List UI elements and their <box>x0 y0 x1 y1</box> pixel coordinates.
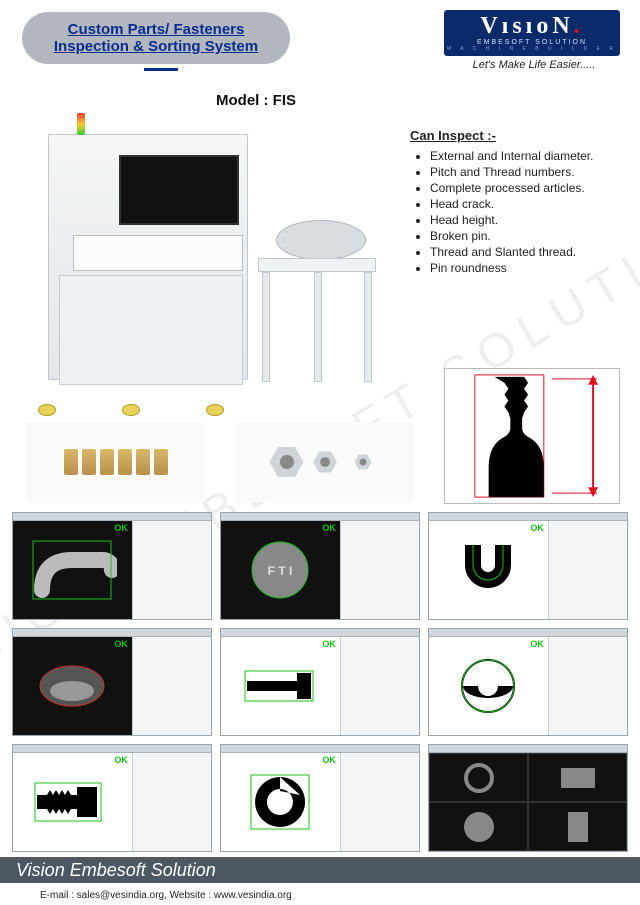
nuts-sample <box>235 422 414 502</box>
screenshot-bolt-profile: OK <box>220 628 420 736</box>
brass-parts-sample <box>26 422 205 502</box>
capability-item: Pin roundness <box>430 261 620 275</box>
machine-stack-light <box>77 113 85 135</box>
capability-item: Complete processed articles. <box>430 181 620 195</box>
screenshot-head-marking: F T I OK <box>220 512 420 620</box>
status-ok: OK <box>114 639 128 649</box>
screw-measurement-diagram <box>444 368 620 504</box>
screenshot-u-shape: OK <box>428 512 628 620</box>
capabilities-heading: Can Inspect :- <box>410 128 620 143</box>
machine-cabinet <box>48 134 248 380</box>
machine-monitor <box>119 155 239 225</box>
machine-illustration <box>28 108 390 410</box>
brand-logo-block: VısıoN. EMBESOFT SOLUTION M A C H I N E … <box>444 10 624 71</box>
capability-item: Thread and Slanted thread. <box>430 245 620 259</box>
status-ok: OK <box>114 523 128 533</box>
table-leg <box>364 272 372 382</box>
screenshot-disc-part: OK <box>220 744 420 852</box>
table-top <box>258 258 376 272</box>
capability-item: External and Internal diameter. <box>430 149 620 163</box>
brand-logo: VısıoN. EMBESOFT SOLUTION M A C H I N E … <box>444 10 620 56</box>
product-title: Custom Parts/ Fasteners Inspection & Sor… <box>22 12 290 64</box>
machine-foot <box>206 404 224 416</box>
brand-logo-dot: . <box>574 13 584 39</box>
capability-item: Head height. <box>430 213 620 227</box>
status-ok: OK <box>530 639 544 649</box>
screenshot-ring-part: OK <box>428 628 628 736</box>
machine-foot <box>38 404 56 416</box>
brand-tagline: Let's Make Life Easier..... <box>444 59 624 71</box>
table-leg <box>262 272 270 382</box>
software-screenshot-grid: OK F T I OK OK OK OK OK OK OK <box>12 512 628 852</box>
status-ok: OK <box>322 523 336 533</box>
capability-item: Pitch and Thread numbers. <box>430 165 620 179</box>
model-label: Model : FIS <box>216 92 296 109</box>
machine-foot <box>122 404 140 416</box>
vibratory-bowl <box>276 220 366 260</box>
capabilities-list: Can Inspect :- External and Internal dia… <box>410 128 620 277</box>
screenshot-oval-part: OK <box>12 628 212 736</box>
brand-logo-word: VısıoN <box>480 13 573 39</box>
feeder-table <box>258 258 376 388</box>
title-underline <box>144 68 178 71</box>
machine-lower-cabinet <box>59 275 243 385</box>
screenshot-thread-profile: OK <box>12 744 212 852</box>
capability-item: Broken pin. <box>430 229 620 243</box>
status-ok: OK <box>530 523 544 533</box>
status-ok: OK <box>322 755 336 765</box>
status-ok: OK <box>114 755 128 765</box>
machine-keyboard-tray <box>73 235 243 271</box>
footer-company-name: Vision Embesoft Solution <box>16 860 216 881</box>
brand-logo-main: VısıoN. <box>480 14 583 38</box>
screw-svg <box>445 369 619 503</box>
svg-text:F T I: F T I <box>268 564 293 578</box>
sample-parts-row <box>26 420 414 504</box>
capability-item: Head crack. <box>430 197 620 211</box>
screenshot-bent-pipe: OK <box>12 512 212 620</box>
screenshot-multi-view <box>428 744 628 852</box>
brand-logo-sub2: M A C H I N E B U I L D E R <box>447 46 617 52</box>
status-ok: OK <box>322 639 336 649</box>
table-leg <box>314 272 322 382</box>
product-title-text: Custom Parts/ Fasteners Inspection & Sor… <box>34 21 278 55</box>
footer-contact-line: E-mail : sales@vesindia.org, Website : w… <box>40 890 292 901</box>
capabilities-items: External and Internal diameter. Pitch an… <box>410 149 620 275</box>
brand-logo-sub: EMBESOFT SOLUTION <box>477 39 587 46</box>
footer-company-bar: Vision Embesoft Solution <box>0 857 640 883</box>
